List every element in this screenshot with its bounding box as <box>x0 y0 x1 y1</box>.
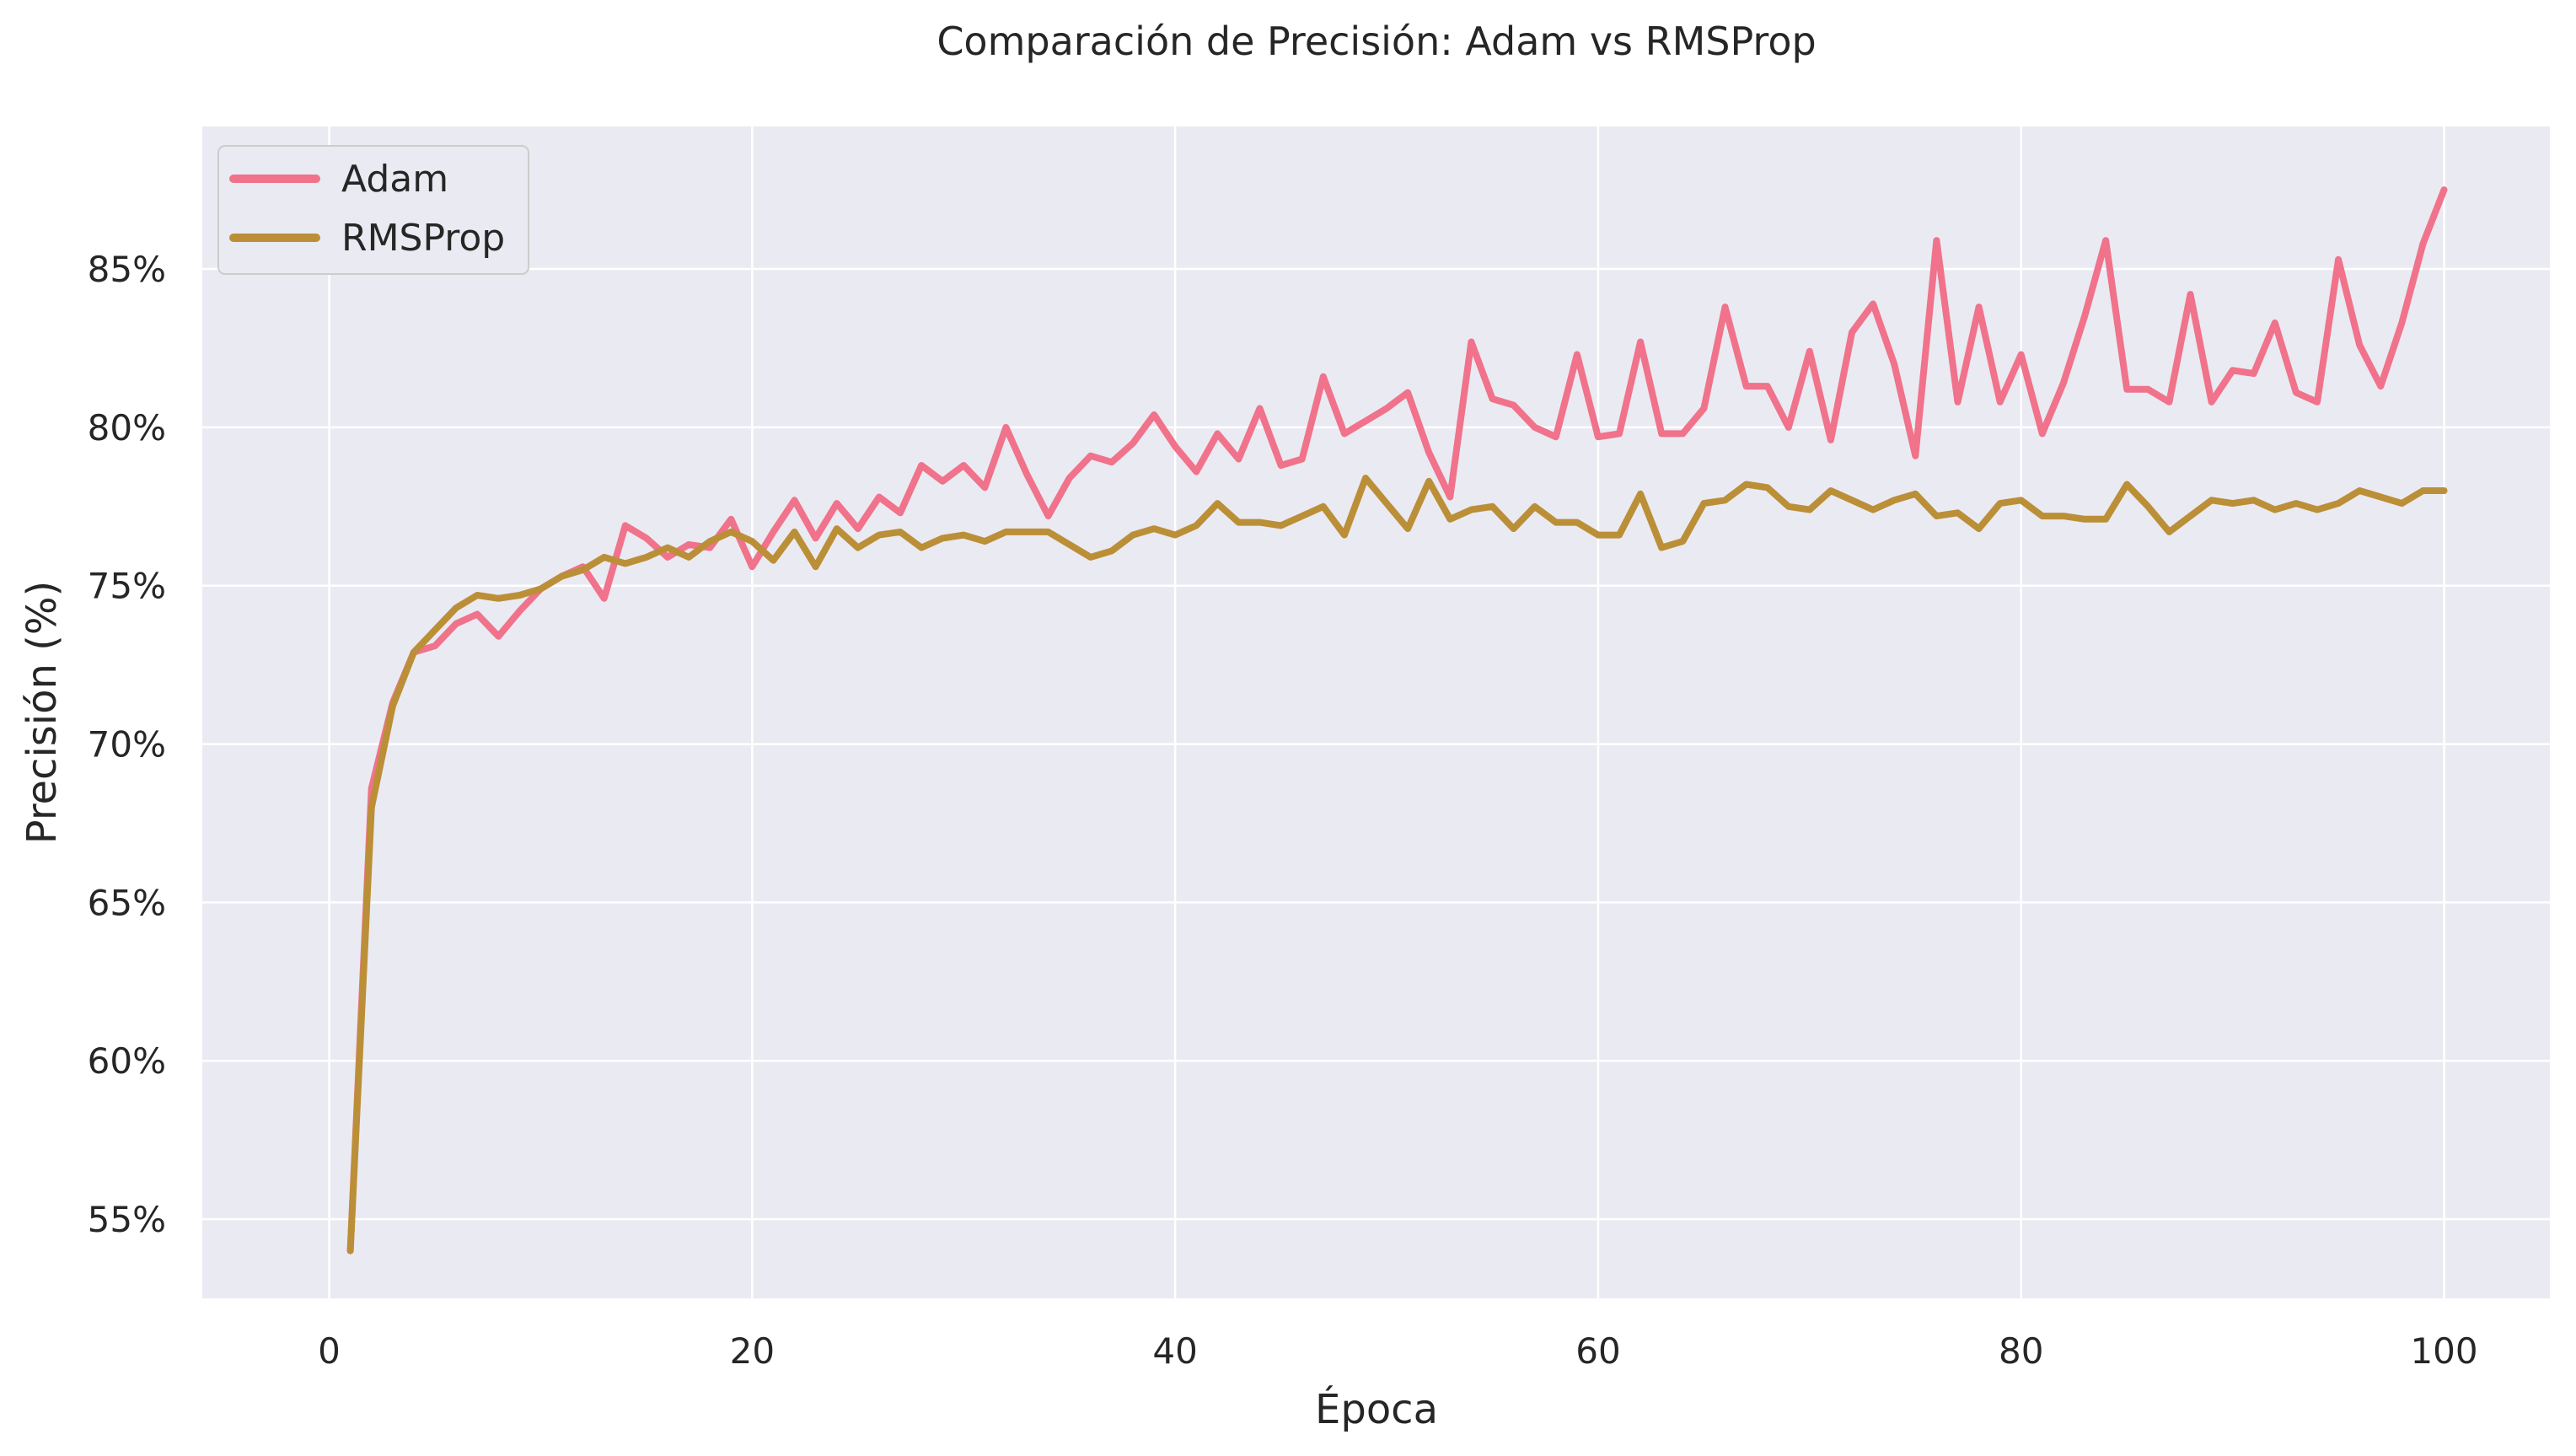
x-tick-label: 40 <box>1152 1330 1197 1372</box>
x-tick-label: 100 <box>2410 1330 2477 1372</box>
chart-title: Comparación de Precisión: Adam vs RMSPro… <box>936 19 1816 64</box>
y-tick-label: 70% <box>88 724 166 766</box>
plot-area <box>202 126 2550 1298</box>
y-tick-label: 80% <box>88 407 166 449</box>
legend-label-rmsprop: RMSProp <box>341 217 505 260</box>
y-axis-title: Precisión (%) <box>19 581 66 845</box>
series-line-rmsprop <box>346 475 2448 1255</box>
y-tick-label: 85% <box>88 249 166 290</box>
x-tick-labels: 0 20 40 60 80 100 <box>318 1330 2477 1372</box>
legend-label-adam: Adam <box>341 158 448 201</box>
x-tick-label: 0 <box>318 1330 341 1372</box>
x-tick-label: 60 <box>1575 1330 1620 1372</box>
y-tick-label: 65% <box>88 882 166 923</box>
x-axis-title: Época <box>1315 1385 1438 1433</box>
legend: Adam RMSProp <box>217 145 529 275</box>
x-tick-label: 20 <box>730 1330 775 1372</box>
y-tick-label: 75% <box>88 566 166 607</box>
series-lines <box>346 186 2448 1255</box>
y-tick-label: 55% <box>88 1199 166 1240</box>
grid-lines <box>202 126 2550 1298</box>
y-tick-label: 60% <box>88 1040 166 1082</box>
y-tick-labels: 55% 60% 65% 70% 75% 80% 85% <box>88 249 166 1240</box>
x-tick-label: 80 <box>1999 1330 2043 1372</box>
